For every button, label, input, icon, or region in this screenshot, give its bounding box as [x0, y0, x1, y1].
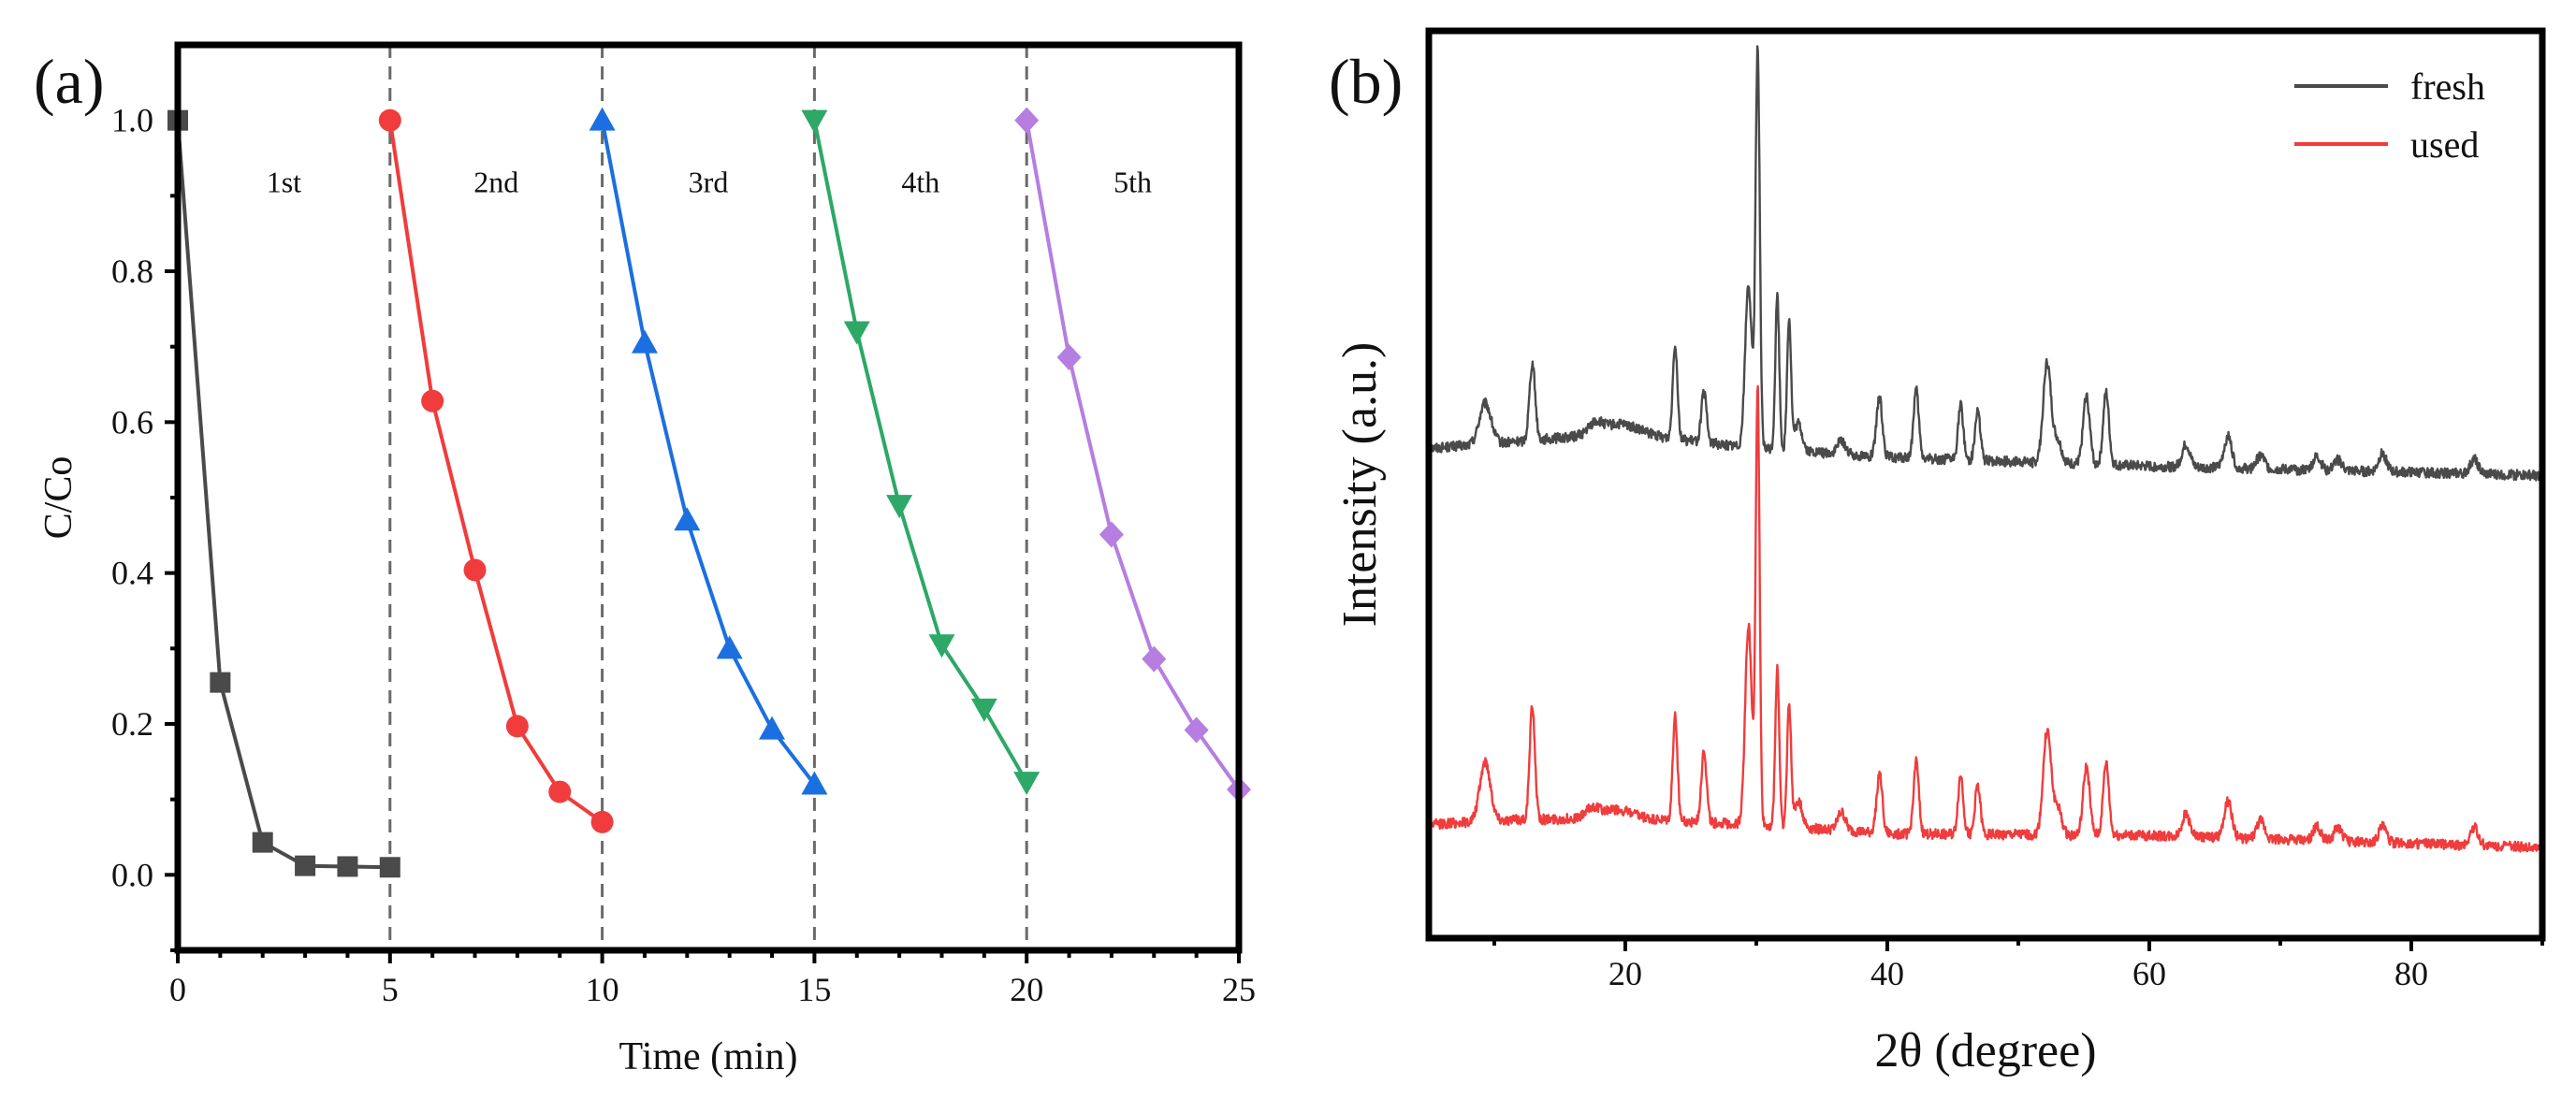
y-tick-label: 0.0 — [111, 856, 153, 893]
data-point-marker — [252, 831, 273, 853]
y-tick-label: 1.0 — [111, 102, 153, 139]
cycle-label-1st: 1st — [267, 165, 301, 198]
data-point-marker — [631, 329, 658, 354]
cycle-label-3rd: 3rd — [689, 165, 729, 198]
data-point-marker — [759, 716, 786, 740]
xrd-series-fresh — [1427, 45, 2544, 482]
data-point-marker — [801, 109, 828, 134]
x-tick-label: 25 — [1222, 971, 1256, 1008]
data-point-marker — [801, 771, 828, 795]
data-point-marker — [379, 857, 400, 878]
x-tick-label: 15 — [797, 971, 831, 1008]
panel-b-x-axis-title: 2θ (degree) — [1874, 1024, 2096, 1077]
xrd-series-group — [1427, 45, 2544, 853]
cycle-divider-lines — [388, 45, 1028, 950]
data-point-marker — [970, 698, 997, 722]
series-1st — [167, 109, 400, 878]
panel-b-x-ticks: 20 40 60 80 — [1492, 938, 2544, 992]
cycle-label-5th: 5th — [1113, 165, 1152, 198]
x-tick-label: 20 — [1608, 955, 1642, 992]
series-2nd — [378, 108, 614, 833]
data-point-marker — [1142, 645, 1167, 672]
cycle-label-2nd: 2nd — [473, 165, 518, 198]
panel-b-y-axis-title: Intensity (a.u.) — [1333, 342, 1387, 628]
data-point-marker — [463, 558, 487, 582]
panel-a-x-ticks: 0 5 10 15 20 25 — [169, 950, 1256, 1008]
xrd-series-used — [1427, 384, 2544, 853]
legend-label-used: used — [2410, 123, 2479, 166]
series-line-2nd — [387, 120, 604, 824]
data-point-marker — [590, 810, 614, 833]
legend-label-fresh: fresh — [2410, 65, 2485, 108]
data-point-marker — [674, 507, 701, 531]
y-tick-label: 0.2 — [111, 705, 153, 743]
degradation-series-group — [167, 107, 1251, 878]
data-point-marker — [1099, 521, 1124, 548]
series-4th — [801, 109, 1041, 796]
y-tick-label: 0.8 — [111, 253, 153, 290]
y-tick-label: 0.6 — [111, 403, 153, 441]
data-point-marker — [1184, 716, 1209, 744]
cycle-labels: 1st 2nd 3rd 4th 5th — [267, 165, 1152, 198]
data-point-marker — [716, 635, 743, 659]
y-tick-label: 0.4 — [111, 555, 153, 592]
x-tick-label: 20 — [1010, 971, 1043, 1008]
data-point-marker — [378, 108, 401, 132]
data-point-marker — [843, 321, 870, 345]
data-point-marker — [210, 672, 231, 693]
data-point-marker — [548, 780, 572, 803]
series-line-5th — [1025, 120, 1241, 791]
series-line-1st — [176, 120, 390, 870]
data-point-marker — [295, 855, 316, 876]
data-point-marker — [337, 856, 358, 877]
panel-a-y-axis-title: C/Co — [37, 456, 80, 540]
panel-a-letter: (a) — [34, 46, 104, 117]
panel-a-x-axis-title: Time (min) — [619, 1035, 798, 1078]
data-point-marker — [505, 715, 529, 738]
series-3rd — [589, 107, 828, 795]
data-point-marker — [1056, 343, 1082, 370]
panel-b-legend: fresh used — [2294, 65, 2485, 166]
data-point-marker — [1014, 107, 1040, 134]
series-line-3rd — [600, 120, 816, 786]
panel-a-y-ticks: 0.0 0.2 0.4 0.6 0.8 1.0 — [111, 102, 178, 952]
series-line-4th — [812, 120, 1028, 784]
cycle-label-4th: 4th — [901, 165, 939, 198]
panel-b-letter: (b) — [1329, 46, 1403, 117]
x-tick-label: 0 — [169, 971, 186, 1008]
x-tick-label: 10 — [586, 971, 619, 1008]
x-tick-label: 40 — [1870, 955, 1904, 992]
x-tick-label: 5 — [382, 971, 399, 1008]
panel-a-degradation-cycles-chart: (a) 0 5 10 15 20 25 0.0 0.2 0.4 0.6 0.8 1.0 1st 2nd… — [34, 41, 1256, 1078]
x-tick-label: 60 — [2132, 955, 2166, 992]
data-point-marker — [928, 634, 955, 658]
panel-b-plot-frame — [1425, 27, 2546, 942]
series-5th — [1014, 107, 1251, 803]
x-tick-label: 80 — [2394, 955, 2428, 992]
data-point-marker — [1013, 772, 1041, 796]
panel-b-xrd-pattern-chart: (b) 20 40 60 80 fresh used 2θ (degree) Inte… — [1329, 27, 2546, 1077]
data-point-marker — [589, 107, 616, 131]
data-point-marker — [886, 495, 913, 519]
data-point-marker — [421, 389, 444, 412]
